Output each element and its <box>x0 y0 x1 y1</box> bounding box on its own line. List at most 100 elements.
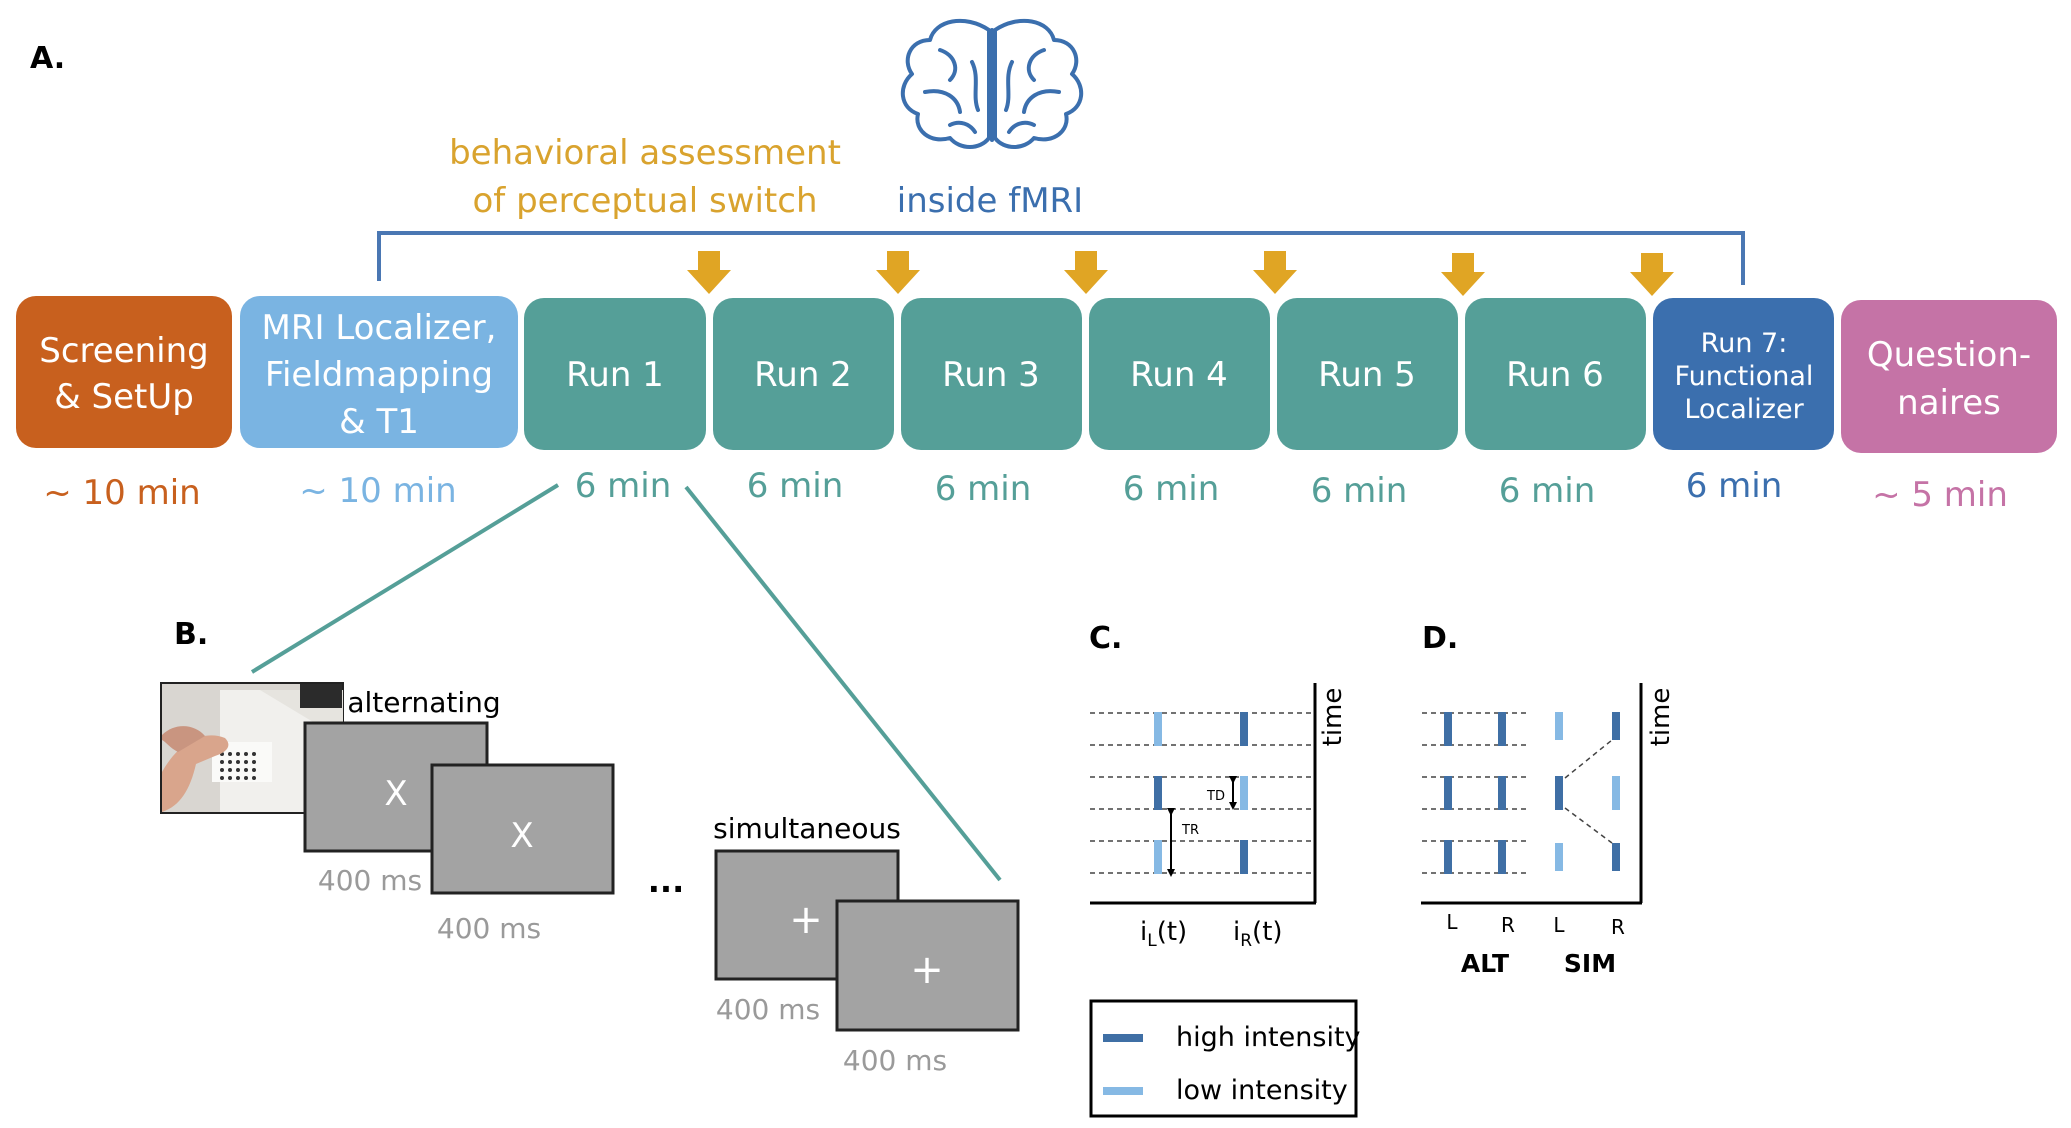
questionnaires-step: Question- naires ~ 5 min <box>1841 300 2057 515</box>
sim-right-bar-1 <box>1612 712 1620 740</box>
run-7-duration: 6 min <box>1686 466 1783 506</box>
alt-right-bar-2 <box>1498 776 1506 810</box>
sim-r-label: R <box>1611 915 1625 939</box>
screening-label-line1: Screening <box>39 331 208 371</box>
alternating-stimulus-2: X <box>430 763 615 895</box>
switch-arrow-1 <box>687 251 731 294</box>
alt-left-bar-3 <box>1444 840 1452 874</box>
panel-c-bars <box>1154 712 1248 874</box>
run-6-box <box>1465 298 1646 450</box>
alt-left-bar-2 <box>1444 776 1452 810</box>
switch-arrow-4 <box>1253 251 1297 294</box>
inside-fmri-label: inside fMRI <box>897 181 1083 221</box>
legend-high-swatch <box>1103 1034 1143 1042</box>
sim-left-bar-3 <box>1555 843 1563 871</box>
switch-arrow-5 <box>1441 253 1485 296</box>
screening-box <box>16 296 232 448</box>
switch-arrow-2 <box>876 251 920 294</box>
sim-l-label: L <box>1553 913 1565 937</box>
panel-c-left-label: iL(t) <box>1140 917 1187 951</box>
mri-label-line1: MRI Localizer, <box>262 308 497 348</box>
run-2-duration: 6 min <box>747 466 844 506</box>
switch-arrow-3 <box>1064 251 1108 294</box>
simultaneous-duration-1: 400 ms <box>716 993 820 1026</box>
left-bar-1 <box>1154 712 1162 746</box>
run-6-label: Run 6 <box>1506 355 1604 395</box>
run-2-step: Run 2 6 min <box>713 298 894 506</box>
panel-d-time-label: time <box>1646 688 1676 747</box>
mri-localizer-box <box>240 296 518 448</box>
alt-right-bar-3 <box>1498 840 1506 874</box>
simultaneous-symbol-1: + <box>789 897 823 943</box>
left-bar-2 <box>1154 776 1162 810</box>
panel-c-time-label: time <box>1318 688 1348 747</box>
switch-arrow-6 <box>1630 253 1674 296</box>
alt-bars <box>1444 712 1506 874</box>
run-7-label-line3: Localizer <box>1684 394 1804 425</box>
run-3-box <box>901 298 1082 450</box>
mri-localizer-step: MRI Localizer, Fieldmapping & T1 ~ 10 mi… <box>240 296 518 511</box>
run-2-label: Run 2 <box>754 355 852 395</box>
zoom-line-right <box>684 485 1002 882</box>
run-7-step: Run 7: Functional Localizer 6 min <box>1653 298 1834 506</box>
run-5-box <box>1277 298 1458 450</box>
questionnaires-duration: ~ 5 min <box>1872 475 2008 515</box>
screening-label-line2: & SetUp <box>54 377 194 417</box>
brain-icon <box>901 19 1083 149</box>
run-1-duration: 6 min <box>575 466 672 506</box>
run-3-step: Run 3 6 min <box>901 298 1082 509</box>
alternating-label: alternating <box>347 686 500 719</box>
questionnaires-box <box>1841 300 2057 453</box>
run-4-step: Run 4 6 min <box>1089 298 1270 509</box>
alternating-symbol-2: X <box>510 816 533 856</box>
simultaneous-symbol-2: + <box>910 947 944 993</box>
questionnaires-label-line1: Question- <box>1867 335 2031 375</box>
sim-right-bar-3 <box>1612 843 1620 871</box>
run-4-label: Run 4 <box>1130 355 1228 395</box>
run-3-label: Run 3 <box>942 355 1040 395</box>
mri-duration: ~ 10 min <box>299 471 456 511</box>
panel-c-right-label: iR(t) <box>1233 917 1283 951</box>
fmri-bracket <box>377 231 1745 285</box>
alt-condition-label: ALT <box>1461 949 1509 978</box>
run-1-step: Run 1 6 min <box>524 298 706 506</box>
td-label: TD <box>1206 789 1225 804</box>
behavioral-assessment-line2: of perceptual switch <box>472 181 817 221</box>
run-3-duration: 6 min <box>935 469 1032 509</box>
ellipsis: ... <box>648 862 684 900</box>
alternating-duration-2: 400 ms <box>437 912 541 945</box>
sim-right-bar-2 <box>1612 776 1620 810</box>
run-7-label-line2: Functional <box>1675 361 1814 392</box>
mri-label-line2: Fieldmapping <box>265 355 493 395</box>
panel-label-c: C. <box>1089 621 1122 656</box>
run-7-label-line1: Run 7: <box>1701 328 1788 359</box>
right-bar-3 <box>1240 840 1248 874</box>
screening-duration: ~ 10 min <box>43 473 200 513</box>
run-1-label: Run 1 <box>566 355 664 395</box>
panel-label-d: D. <box>1422 621 1458 656</box>
zoom-line-left <box>250 483 560 674</box>
legend-low-swatch <box>1103 1087 1143 1095</box>
alt-left-bar-1 <box>1444 712 1452 746</box>
alt-l-label: L <box>1446 910 1458 934</box>
simultaneous-label: simultaneous <box>713 812 901 845</box>
mri-label-line3: & T1 <box>339 402 419 442</box>
run-6-step: Run 6 6 min <box>1465 298 1646 511</box>
run-6-duration: 6 min <box>1499 471 1596 511</box>
alternating-symbol-1: X <box>384 774 407 814</box>
legend-high-label: high intensity <box>1176 1022 1361 1053</box>
panel-d-gridlines <box>1422 712 1530 874</box>
run-5-step: Run 5 6 min <box>1277 298 1458 511</box>
panel-c-gridlines <box>1090 712 1315 874</box>
sim-connectors <box>1564 739 1613 844</box>
panel-label-b: B. <box>174 617 208 652</box>
sim-bars <box>1555 712 1620 871</box>
sim-left-bar-2 <box>1555 776 1563 810</box>
perceptual-switch-arrows <box>687 251 1674 296</box>
run-1-box <box>524 298 706 450</box>
behavioral-assessment-line1: behavioral assessment <box>449 133 841 173</box>
legend-low-label: low intensity <box>1176 1075 1348 1106</box>
run-5-label: Run 5 <box>1318 355 1416 395</box>
alternating-duration-1: 400 ms <box>318 864 422 897</box>
